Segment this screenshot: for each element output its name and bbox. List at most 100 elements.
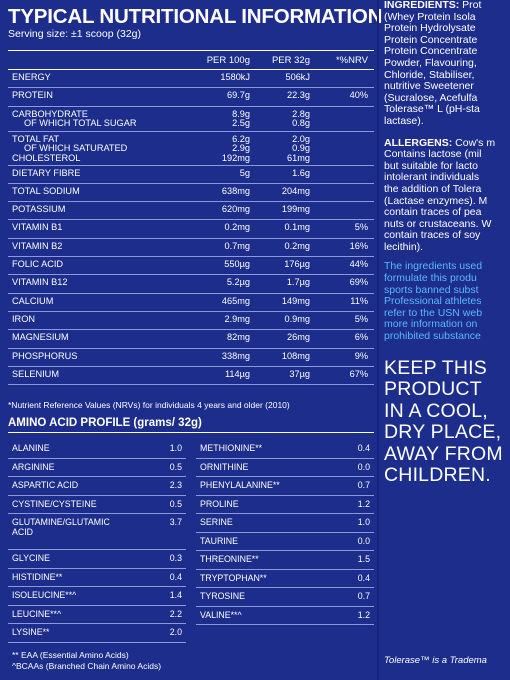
bcaa-footnote: ^BCAAs (Branched Chain Amino Acids) xyxy=(12,660,162,671)
amino-name: Lysine** xyxy=(8,627,152,642)
header-nrv: *%NRV xyxy=(335,54,368,66)
ingredients-line: nutritive Sweetener xyxy=(384,80,474,93)
usn-line: sports banned subst xyxy=(384,283,479,296)
per100-value: 0.2mg xyxy=(224,222,250,233)
nutrient-name-text: Selenium xyxy=(12,368,59,379)
amino-name-text: Histidine** xyxy=(12,571,63,582)
usn-line: more information on xyxy=(384,318,478,331)
amino-name: Histidine** xyxy=(8,571,152,587)
amino-row: Isoleucine**^ 1.4 xyxy=(8,587,186,606)
allergens-line: nuts or crustaceans. W xyxy=(384,217,492,230)
banned-substances-text: The ingredients used formulate this produ… xyxy=(384,261,510,342)
amino-row: Arginine 0.5 xyxy=(8,459,186,477)
nutrient-nrv: 40% xyxy=(349,90,368,101)
amino-name-text: Aspartic acid xyxy=(12,480,79,490)
usn-line: refer to the USN web xyxy=(384,306,483,319)
storage-warning: KEEP THIS PRODUCT IN A COOL, DRY PLACE, AWAY… xyxy=(384,357,510,487)
per100-value: 8.9g xyxy=(232,108,250,119)
nutrient-name: Potassium xyxy=(8,204,190,215)
amino-row: Cystine/Cysteine 0.5 xyxy=(8,496,186,514)
per100-value: 465mg xyxy=(221,295,250,306)
amino-value: 0.3 xyxy=(169,553,182,563)
amino-name: Tyrosine xyxy=(196,591,340,606)
nutrient-per100: 0.2mg xyxy=(190,223,250,233)
allergens-line: (Lactase enzymes). M xyxy=(384,194,488,207)
amino-name-text: Valine**^ xyxy=(200,609,242,620)
nutrient-name: Vitamin B12 xyxy=(8,278,190,288)
nutrient-row: Folic acid 550µg 176µg 44% xyxy=(8,257,374,276)
amino-name: Cystine/Cysteine xyxy=(8,499,152,514)
per32-value: 204mg xyxy=(281,185,310,196)
nutrient-row: Calcium 465mg 149mg 11% xyxy=(8,294,374,312)
per32-value: 0.9mg xyxy=(284,313,310,324)
amino-title: AMINO ACID PROFILE (grams/ 32g) xyxy=(8,416,374,433)
ingredients-line: Protein Concentrate xyxy=(384,33,478,46)
amino-name: Aspartic acid xyxy=(8,480,152,495)
amino-column-left: Alanine 1.0 Arginine 0.5 Aspartic acid 2.3 Cys… xyxy=(8,440,186,643)
amino-name: Methionine** xyxy=(196,443,340,458)
nutrient-row: Protein 69.7g 22.3g 40% xyxy=(8,88,374,107)
nutrient-name: Calcium xyxy=(8,295,190,307)
allergens-line: Contains lactose (mil xyxy=(384,148,482,161)
nutrient-row: Vitamin B12 5.2µg 1.7µg 69% xyxy=(8,275,374,294)
nutrient-nrv: 6% xyxy=(354,332,368,343)
amino-row: Proline 1.2 xyxy=(196,496,374,514)
amino-name-text: Proline xyxy=(200,498,239,509)
storage-line: AWAY FROM xyxy=(384,442,503,465)
nutrient-nrv: 11% xyxy=(350,295,368,306)
nutrient-row: Phosphorus 338mg 108mg 9% xyxy=(8,349,374,367)
nutrient-name: Total fat Of which saturated Cholesterol xyxy=(8,134,190,164)
amino-name-text: Taurine xyxy=(200,535,238,546)
amino-name: Proline xyxy=(196,498,340,514)
nutrient-name-text: Iron xyxy=(12,313,35,324)
nutrient-per32: 0.1mg xyxy=(250,223,310,233)
amino-name-text: Isoleucine**^ xyxy=(12,590,77,600)
per100-value: 1580kJ xyxy=(220,72,250,82)
amino-row: Leucine**^ 2.2 xyxy=(8,606,186,624)
amino-name: Phenylalanine** xyxy=(196,480,340,495)
amino-name: Valine**^ xyxy=(196,609,340,625)
nutrient-name-text: Vitamin B1 xyxy=(12,222,63,233)
per32-value: 22.3g xyxy=(287,90,310,101)
amino-row: Ornithine 0.0 xyxy=(196,459,374,477)
per32-value: 0.9g xyxy=(292,143,310,154)
amino-row: Threonine** 1.5 xyxy=(196,551,374,570)
allergens-line: the addition of Tolera xyxy=(384,182,482,195)
usn-line: Professional athletes xyxy=(384,295,482,308)
per100-value: 638mg xyxy=(221,185,250,196)
nutrient-nrv: 16% xyxy=(349,240,368,251)
amino-row: Tryptophan** 0.4 xyxy=(196,570,374,588)
nutrient-name-text: Magnesium xyxy=(12,332,69,343)
nutrient-sub-name: Of which saturated xyxy=(24,143,128,154)
ingredients-line: Protein Concentrate xyxy=(384,45,478,58)
nutrition-panel: TYPICAL NUTRITIONAL INFORMATION Serving … xyxy=(8,6,382,674)
nutrient-per100: 69.7g xyxy=(190,91,250,101)
nutrient-row: Selenium 114µg 37µg 67% xyxy=(8,367,374,386)
nutrient-per100: 82mg xyxy=(190,333,250,343)
header-per100: PER 100g xyxy=(206,54,250,66)
amino-value: 0.7 xyxy=(357,591,370,601)
nutrient-name: Iron xyxy=(8,313,190,325)
per32-value: 199mg xyxy=(281,204,310,215)
nutrient-per100: 638mg xyxy=(190,185,250,197)
nutrient-name: Energy xyxy=(8,72,190,83)
amino-row: Tyrosine 0.7 xyxy=(196,588,374,607)
nutrient-sub-name: Of which total sugar xyxy=(24,118,137,129)
nutrient-nrv: 5% xyxy=(354,222,368,233)
nutrient-name: Vitamin B2 xyxy=(8,241,190,252)
allergens-line: contain traces of soy xyxy=(384,229,481,242)
amino-row: Methionine** 0.4 xyxy=(196,440,374,459)
amino-name: Taurine xyxy=(196,535,340,551)
amino-value: 0.7 xyxy=(357,480,370,490)
amino-name: Leucine**^ xyxy=(8,609,152,624)
nutrient-name: Magnesium xyxy=(8,333,190,343)
amino-name-text: Tyrosine xyxy=(200,591,245,601)
nutrient-per100: 5.2µg xyxy=(190,278,250,288)
allergens-line-heading: ALLERGENS: xyxy=(384,136,453,149)
nutrient-name: Total sodium xyxy=(8,186,190,197)
nutrient-name-text: Calcium xyxy=(12,295,54,306)
nutrient-name: Phosphorus xyxy=(8,351,190,362)
amino-row: Valine**^ 1.2 xyxy=(196,607,374,625)
nutrient-name-text: Folic acid xyxy=(12,259,64,270)
nutrient-per100: 0.7mg xyxy=(190,241,250,252)
